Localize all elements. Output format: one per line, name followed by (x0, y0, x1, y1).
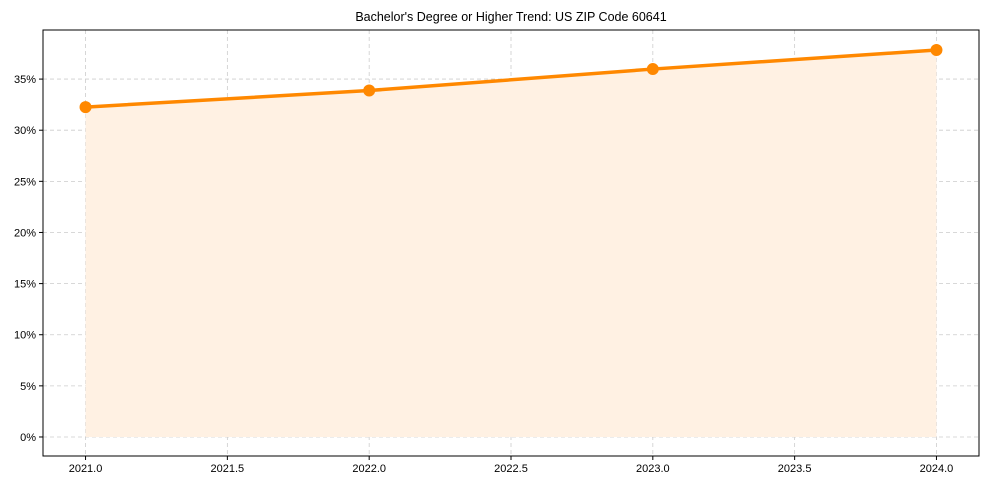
area-fill (85, 50, 937, 437)
y-tick-label: 25% (14, 176, 36, 188)
y-tick-label: 10% (14, 330, 36, 342)
x-tick-label: 2023.0 (636, 463, 670, 475)
y-tick-label: 15% (14, 279, 36, 291)
data-point (646, 63, 659, 76)
x-tick-label: 2024.0 (920, 463, 954, 475)
x-tick-label: 2023.5 (778, 463, 812, 475)
y-tick-label: 0% (20, 432, 36, 444)
y-tick-label: 20% (14, 227, 36, 239)
data-points (79, 44, 943, 114)
y-tick-label: 30% (14, 125, 36, 137)
data-point (930, 44, 943, 57)
y-tick-label: 5% (20, 381, 36, 393)
x-tick-label: 2022.5 (494, 463, 528, 475)
chart-title: Bachelor's Degree or Higher Trend: US ZI… (355, 10, 666, 24)
x-tick-label: 2021.5 (211, 463, 245, 475)
data-point (79, 101, 92, 114)
data-point (363, 84, 376, 97)
x-tick-label: 2022.0 (352, 463, 386, 475)
y-tick-label: 35% (14, 74, 36, 86)
x-tick-label: 2021.0 (69, 463, 103, 475)
series-line (85, 48, 937, 109)
x-axis: 2021.0 2021.5 2022.0 2022.5 2023.0 2023.5 2024… (69, 456, 954, 475)
y-axis: 0% 5% 10% 15% 20% 25% 30% 35% (14, 74, 43, 444)
